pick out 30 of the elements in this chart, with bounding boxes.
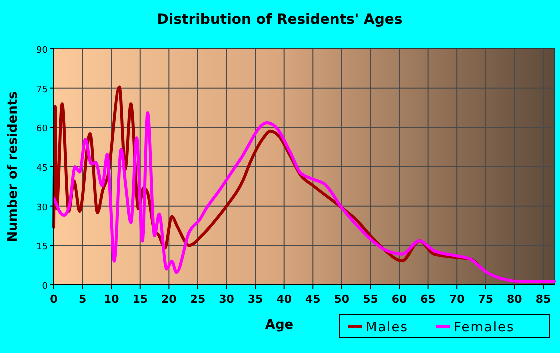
legend-label: Males xyxy=(366,320,409,336)
x-tick-label: 85 xyxy=(536,293,552,306)
x-tick-label: 80 xyxy=(507,293,523,306)
x-tick-label: 40 xyxy=(276,293,292,306)
x-tick-label: 5 xyxy=(78,293,87,306)
x-tick-label: 65 xyxy=(420,293,436,306)
x-tick-label: 10 xyxy=(104,293,120,306)
x-tick-label: 55 xyxy=(363,293,378,306)
y-tick-label: 15 xyxy=(36,242,48,253)
y-tick-label: 30 xyxy=(36,203,48,214)
y-axis-title: Number of residents xyxy=(6,91,21,242)
y-tick-label: 0 xyxy=(42,282,48,292)
x-tick-label: 45 xyxy=(305,293,321,306)
x-tick-label: 20 xyxy=(162,293,178,306)
x-tick-label: 60 xyxy=(392,293,408,306)
x-tick-label: 75 xyxy=(478,293,494,306)
y-tick-label: 75 xyxy=(36,85,48,96)
x-tick-label: 30 xyxy=(219,293,235,306)
x-axis-title: Age xyxy=(265,318,294,333)
x-tick-label: 50 xyxy=(334,293,350,306)
x-tick-label: 35 xyxy=(248,293,264,306)
y-tick-label: 90 xyxy=(36,46,48,56)
x-tick-label: 0 xyxy=(50,293,58,306)
chart-title: Distribution of Residents' Ages xyxy=(157,12,403,28)
y-tick-label: 45 xyxy=(36,164,48,174)
x-tick-label: 70 xyxy=(449,293,466,306)
legend-label: Females xyxy=(454,320,515,336)
x-tick-label: 25 xyxy=(190,293,206,306)
y-tick-label: 60 xyxy=(36,124,48,135)
x-tick-label: 15 xyxy=(132,293,148,306)
